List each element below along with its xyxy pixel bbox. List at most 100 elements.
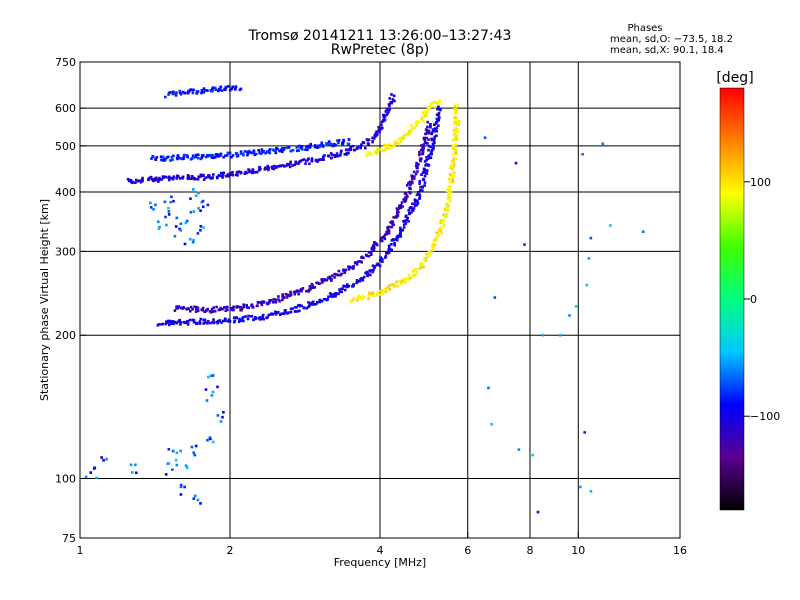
data-point [433,100,437,104]
data-point [310,282,314,286]
data-point [335,155,338,158]
data-point [371,245,374,249]
data-point [368,270,372,273]
data-point [310,159,314,162]
data-point [365,154,368,158]
data-point [423,110,426,113]
data-point [393,285,396,288]
data-point [174,458,178,462]
data-point [341,141,344,145]
data-point [149,201,152,205]
data-point [331,144,334,148]
data-point [422,170,426,173]
data-point [205,399,209,402]
data-point [192,176,196,180]
data-point [196,309,200,313]
data-point [406,216,409,220]
data-point [427,163,431,167]
colorbar-gradient [719,87,745,511]
data-point [417,121,421,124]
data-point [430,105,433,108]
data-point [246,317,250,321]
data-point [328,142,331,146]
data-point [422,143,426,146]
data-point [218,174,221,177]
data-point [225,306,228,309]
data-point [329,152,333,155]
data-point [404,133,407,136]
data-point [449,190,453,194]
data-point [289,293,293,297]
data-point [304,148,307,151]
data-point [349,148,353,152]
data-point [201,199,205,203]
data-point [363,296,366,299]
data-point [141,178,144,182]
data-point [414,172,418,176]
data-point [291,307,294,310]
data-point [392,283,395,286]
data-point [440,231,443,235]
data-point [400,201,404,204]
data-point [420,261,423,265]
data-point [258,167,261,170]
data-point [228,172,232,176]
data-point [309,142,313,146]
data-point [274,298,277,301]
data-point [430,245,434,248]
data-point [451,153,455,156]
data-point [483,136,487,139]
data-point [423,257,426,261]
data-point [347,138,351,142]
data-point [186,177,190,181]
data-point [536,510,540,514]
data-point [258,151,261,155]
data-point [426,142,429,145]
data-point [231,173,235,177]
data-point [347,265,350,268]
data-point [399,203,403,207]
data-point [431,243,434,247]
data-point [167,93,170,96]
data-point [438,116,441,119]
data-point [289,160,292,164]
data-point [272,167,276,171]
data-point [399,235,403,238]
data-point [212,154,215,157]
data-point [194,153,198,157]
data-point [176,174,179,178]
data-point [342,269,345,272]
data-point [335,152,339,155]
data-point [227,318,231,321]
data-point [236,154,240,157]
data-point [454,143,458,146]
data-point [423,181,427,184]
data-point [186,323,190,326]
data-point [333,144,336,147]
data-point [179,323,182,326]
data-point [415,124,418,128]
data-point [454,157,458,160]
data-point [311,302,314,306]
data-point [233,319,237,323]
data-point [453,104,456,107]
data-point [129,463,133,467]
data-point [395,238,399,242]
data-point [242,153,245,157]
data-point [447,178,451,181]
data-point [191,240,195,244]
data-point [190,175,194,178]
data-point [433,105,437,109]
data-point [316,301,319,304]
data-point [408,181,411,184]
data-point [428,252,432,255]
data-point [321,143,325,147]
data-point [224,319,227,323]
data-point [389,248,393,251]
data-point [167,210,171,213]
data-point [318,300,322,304]
data-point [237,305,240,309]
data-point [322,158,325,161]
data-point [398,279,402,283]
